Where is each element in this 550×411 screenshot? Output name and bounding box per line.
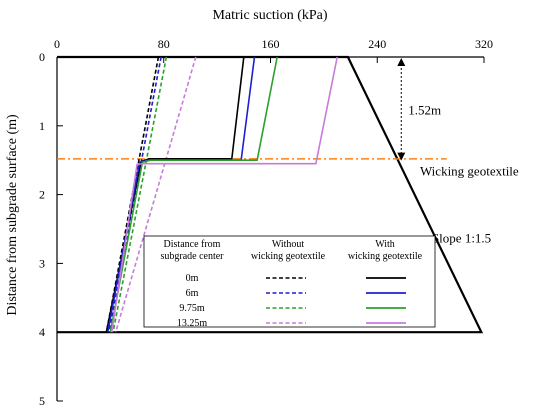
legend-box xyxy=(143,235,436,328)
x-axis-title: Matric suction (kPa) xyxy=(212,8,327,23)
x-tick-label: 0 xyxy=(54,37,60,51)
x-tick-label: 160 xyxy=(262,37,280,51)
legend-header-with-1: With xyxy=(375,239,395,250)
legend: Distance from subgrade center Without wi… xyxy=(143,235,436,329)
legend-row-label: 0m xyxy=(186,273,199,284)
x-tick-label: 240 xyxy=(368,37,386,51)
geotextile-label: Wicking geotextile xyxy=(420,164,519,179)
y-tick-label: 3 xyxy=(39,256,45,270)
legend-row-label: 6m xyxy=(186,288,199,299)
y-axis-title: Distance from subgrade surface (m) xyxy=(5,114,20,316)
series-without-9_75m xyxy=(112,56,168,333)
slope-label: Slope 1:1.5 xyxy=(432,230,491,245)
series-with-9_75m xyxy=(109,56,278,333)
depth-arrow-head-down xyxy=(397,152,406,161)
legend-row-label: 9.75m xyxy=(179,303,205,314)
y-tick-label: 4 xyxy=(39,325,45,339)
x-tick-label: 80 xyxy=(158,37,170,51)
depth-arrow-head-up xyxy=(397,58,406,66)
y-tick-label: 2 xyxy=(39,188,45,202)
legend-header-without-1: Without xyxy=(272,239,305,250)
legend-row-label: 13.25m xyxy=(177,318,208,329)
annotations: 1.52m Wicking geotextile Slope 1:1.5 xyxy=(397,58,519,245)
boundary-polyline xyxy=(57,55,484,334)
legend-rows: 0m 6m 9.75m 13.25m xyxy=(177,273,406,329)
y-tick-label: 1 xyxy=(39,119,45,133)
y-tick-label: 0 xyxy=(39,50,45,64)
plot-area: 0 80 160 240 320 0 1 2 3 4 5 Matric suction (kPa)… xyxy=(5,8,519,408)
legend-header-with-2: wicking geotextile xyxy=(348,251,423,262)
legend-header-distance-1: Distance from xyxy=(164,239,221,250)
series-without-13_25m xyxy=(114,56,197,333)
x-ticks: 0 80 160 240 320 xyxy=(54,37,493,63)
y-tick-label: 5 xyxy=(39,394,45,408)
legend-header-without-2: wicking geotextile xyxy=(251,251,326,262)
depth-label: 1.52m xyxy=(408,102,441,117)
series-with-13_25m xyxy=(110,56,339,333)
legend-header-distance-2: subgrade center xyxy=(160,251,224,262)
subgrade-boundary xyxy=(57,55,484,334)
x-tick-label: 320 xyxy=(475,37,493,51)
y-ticks: 0 1 2 3 4 5 xyxy=(39,50,63,408)
series-group xyxy=(105,56,339,333)
